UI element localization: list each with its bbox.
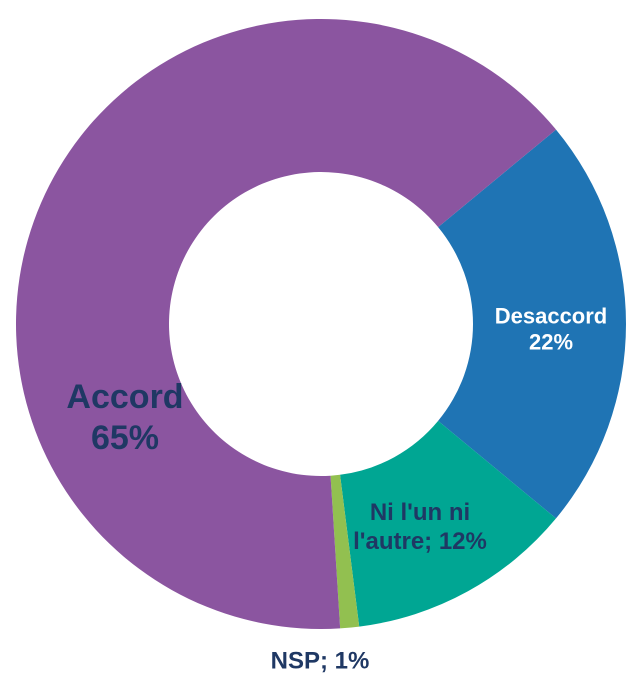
data-label: Accord 65% (66, 378, 184, 457)
data-label: NSP; 1% (270, 647, 370, 675)
data-label: Desaccord 22% (494, 303, 608, 355)
donut-slice (340, 420, 557, 627)
data-label: Ni l'un ni l'autre; 12% (353, 499, 487, 555)
donut-slice (330, 474, 360, 629)
donut-slice (438, 129, 626, 519)
donut-slice (16, 18, 557, 629)
